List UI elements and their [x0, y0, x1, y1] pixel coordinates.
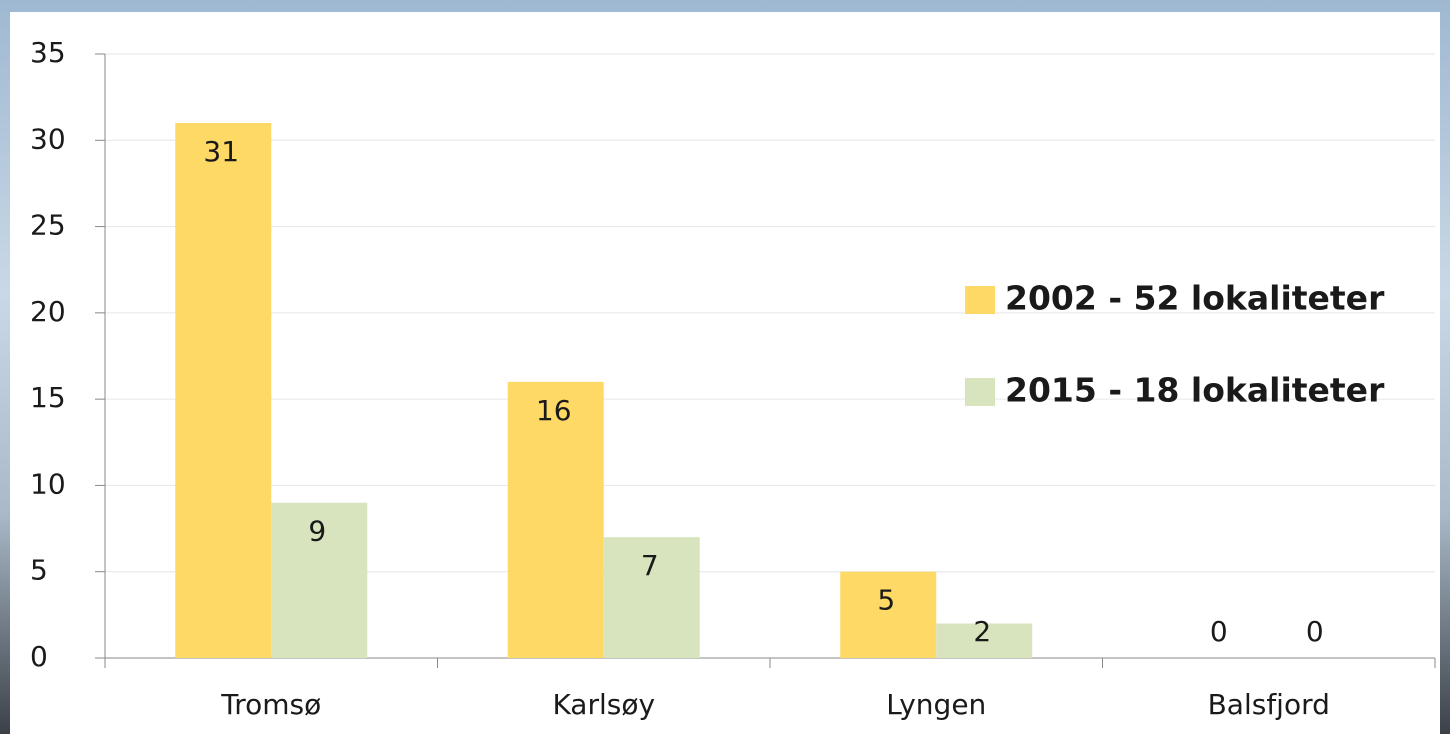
data-label: 0 — [1210, 615, 1228, 648]
y-tick-label: 10 — [30, 467, 66, 500]
bar — [507, 381, 604, 658]
x-tick-label: Tromsø — [220, 688, 321, 721]
data-label: 31 — [203, 135, 239, 168]
y-tick-label: 5 — [30, 554, 48, 587]
y-tick-label: 25 — [30, 209, 66, 242]
y-tick-label: 20 — [30, 295, 66, 328]
data-label: 7 — [641, 549, 659, 582]
y-tick-label: 35 — [30, 36, 66, 69]
legend-swatch — [965, 378, 995, 406]
data-label: 16 — [536, 394, 572, 427]
bar — [840, 571, 937, 658]
bar — [175, 123, 272, 659]
x-tick-label: Karlsøy — [552, 688, 655, 721]
data-label: 5 — [877, 584, 895, 617]
x-tick-label: Lyngen — [886, 688, 986, 721]
y-tick-label: 15 — [30, 381, 66, 414]
legend-swatch — [965, 286, 995, 314]
bar — [271, 502, 368, 658]
y-tick-label: 0 — [30, 640, 48, 673]
y-tick-label: 30 — [30, 122, 66, 155]
legend-label: 2015 - 18 lokaliteter — [1005, 371, 1385, 410]
x-tick-label: Balsfjord — [1208, 688, 1330, 721]
data-label: 0 — [1306, 615, 1324, 648]
data-label: 2 — [973, 615, 991, 648]
bar — [936, 623, 1033, 658]
legend-label: 2002 - 52 lokaliteter — [1005, 279, 1385, 318]
data-label: 9 — [308, 515, 326, 548]
bar — [603, 537, 700, 658]
